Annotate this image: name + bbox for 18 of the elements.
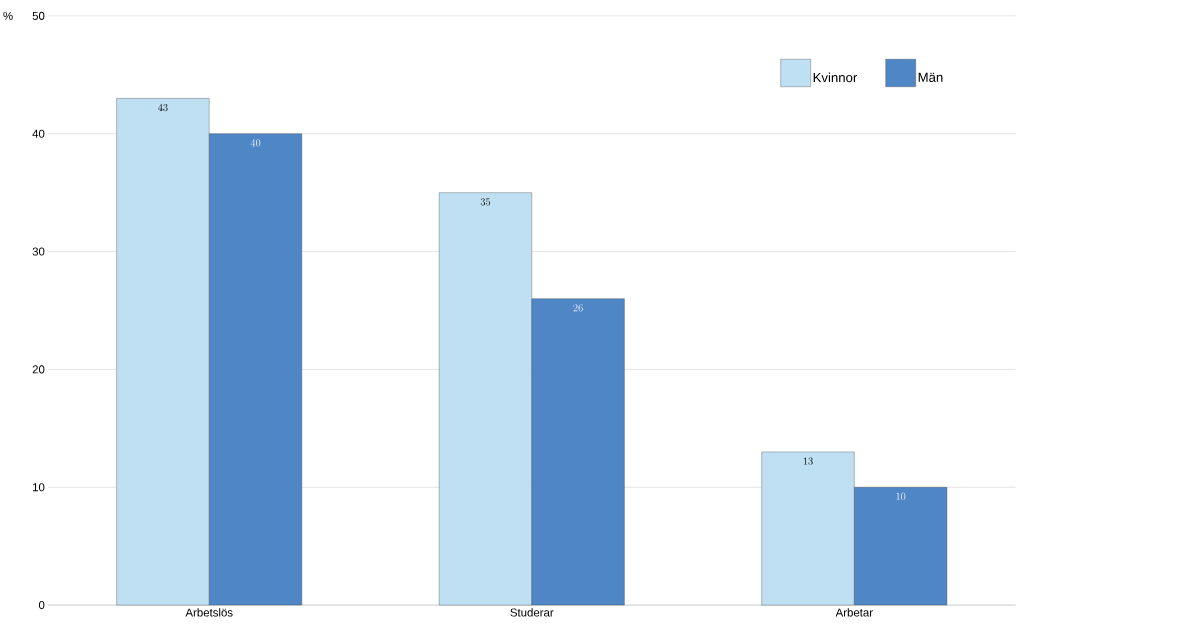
legend-label: Kvinnor — [813, 72, 858, 83]
y-axis-title: % — [3, 11, 13, 20]
y-tick-label: 20 — [32, 365, 45, 374]
y-tick-label: 10 — [33, 483, 45, 492]
data-label: 26 — [573, 304, 583, 312]
data-label: 10 — [896, 492, 906, 501]
x-tick-label: Arbetar — [835, 608, 873, 617]
y-tick-label: 0 — [38, 601, 45, 610]
y-tick-label: 40 — [32, 129, 45, 138]
x-tick-label: Arbetslös — [185, 608, 233, 617]
x-tick-label: Studerar — [510, 608, 554, 617]
data-label: 43 — [158, 103, 168, 112]
y-tick-label: 50 — [32, 11, 45, 20]
data-label: 40 — [250, 139, 261, 147]
data-label: 13 — [803, 457, 813, 465]
data-label: 35 — [480, 198, 491, 206]
legend-label: Män — [918, 72, 943, 83]
y-tick-label: 30 — [32, 247, 45, 256]
